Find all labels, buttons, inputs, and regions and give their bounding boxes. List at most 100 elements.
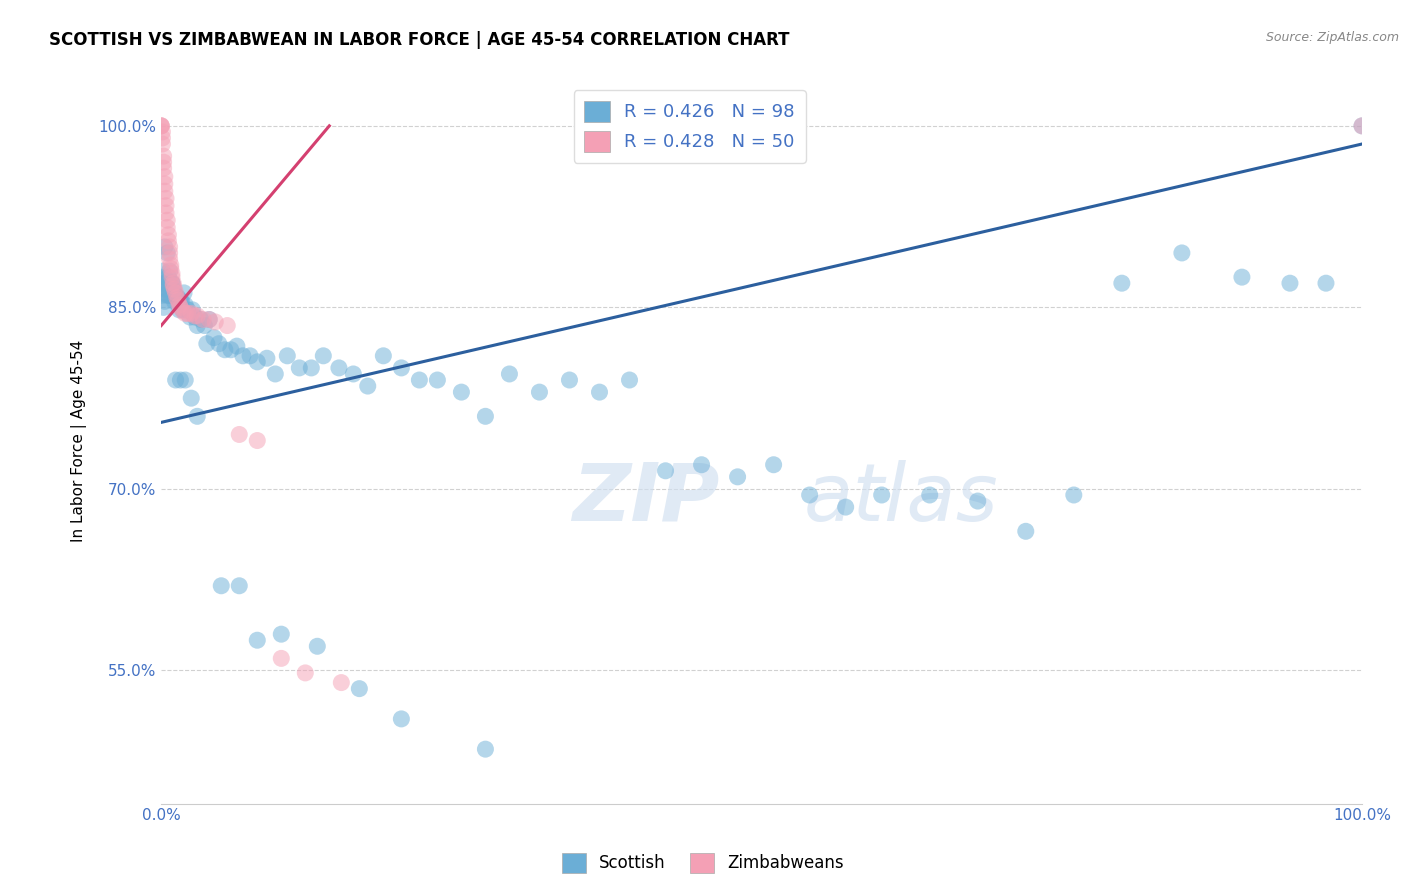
Point <box>357 379 380 393</box>
Point <box>1111 276 1133 290</box>
Point <box>799 488 821 502</box>
Point <box>294 665 316 680</box>
Point <box>870 488 893 502</box>
Point <box>195 336 218 351</box>
Point <box>217 318 239 333</box>
Point <box>152 264 174 278</box>
Point <box>246 355 269 369</box>
Point <box>174 373 197 387</box>
Point <box>153 177 176 191</box>
Point <box>152 125 174 139</box>
Point <box>202 331 225 345</box>
Point <box>176 302 198 317</box>
Point <box>166 291 188 305</box>
Point <box>204 315 226 329</box>
Point <box>228 579 250 593</box>
Point <box>330 675 353 690</box>
Point <box>270 627 292 641</box>
Point <box>152 136 174 151</box>
Point <box>180 306 202 320</box>
Point <box>155 199 177 213</box>
Point <box>1315 276 1337 290</box>
Point <box>246 633 269 648</box>
Point <box>169 301 191 315</box>
Point <box>498 367 520 381</box>
Point <box>162 282 184 296</box>
Point <box>155 282 177 296</box>
Point <box>1351 119 1374 133</box>
Point <box>159 288 181 302</box>
Point <box>186 409 208 424</box>
Point <box>162 276 184 290</box>
Point <box>166 291 188 305</box>
Point <box>150 119 173 133</box>
Point <box>159 261 181 276</box>
Point <box>690 458 713 472</box>
Point <box>474 742 496 756</box>
Point <box>276 349 298 363</box>
Point <box>219 343 242 357</box>
Point <box>150 119 173 133</box>
Y-axis label: In Labor Force | Age 45-54: In Labor Force | Age 45-54 <box>72 339 87 541</box>
Text: ZIP: ZIP <box>572 459 720 538</box>
Text: SCOTTISH VS ZIMBABWEAN IN LABOR FORCE | AGE 45-54 CORRELATION CHART: SCOTTISH VS ZIMBABWEAN IN LABOR FORCE | … <box>49 31 790 49</box>
Point <box>157 227 180 242</box>
Point <box>558 373 581 387</box>
Point <box>152 288 174 302</box>
Point <box>225 339 247 353</box>
Point <box>163 294 186 309</box>
Point <box>160 276 183 290</box>
Point <box>228 427 250 442</box>
Point <box>239 349 262 363</box>
Point <box>157 234 180 248</box>
Point <box>156 246 179 260</box>
Point <box>373 349 395 363</box>
Point <box>165 373 187 387</box>
Point <box>256 351 278 366</box>
Point <box>193 318 215 333</box>
Text: atlas: atlas <box>804 459 998 538</box>
Point <box>209 579 232 593</box>
Point <box>162 278 184 293</box>
Point <box>169 294 191 309</box>
Point <box>588 385 610 400</box>
Point <box>176 306 198 320</box>
Point <box>159 282 181 296</box>
Point <box>152 155 174 169</box>
Point <box>174 306 197 320</box>
Point <box>160 267 183 281</box>
Point <box>152 131 174 145</box>
Point <box>264 367 287 381</box>
Point <box>214 343 236 357</box>
Point <box>1063 488 1085 502</box>
Point <box>179 310 201 324</box>
Point <box>307 640 329 654</box>
Point <box>190 312 212 326</box>
Point <box>762 458 785 472</box>
Point <box>160 276 183 290</box>
Point <box>288 360 311 375</box>
Point <box>157 270 180 285</box>
Point <box>966 494 988 508</box>
Point <box>169 373 191 387</box>
Point <box>153 240 176 254</box>
Point <box>150 119 173 133</box>
Point <box>167 293 190 307</box>
Point <box>193 312 215 326</box>
Point <box>159 246 181 260</box>
Point <box>1351 119 1374 133</box>
Point <box>156 276 179 290</box>
Point <box>153 169 176 184</box>
Point <box>159 264 181 278</box>
Point <box>1278 276 1301 290</box>
Point <box>232 349 254 363</box>
Point <box>155 276 177 290</box>
Point <box>152 276 174 290</box>
Point <box>408 373 430 387</box>
Point <box>426 373 449 387</box>
Point <box>529 385 551 400</box>
Point <box>1015 524 1038 539</box>
Point <box>654 464 676 478</box>
Point <box>184 309 207 323</box>
Point <box>159 258 181 272</box>
